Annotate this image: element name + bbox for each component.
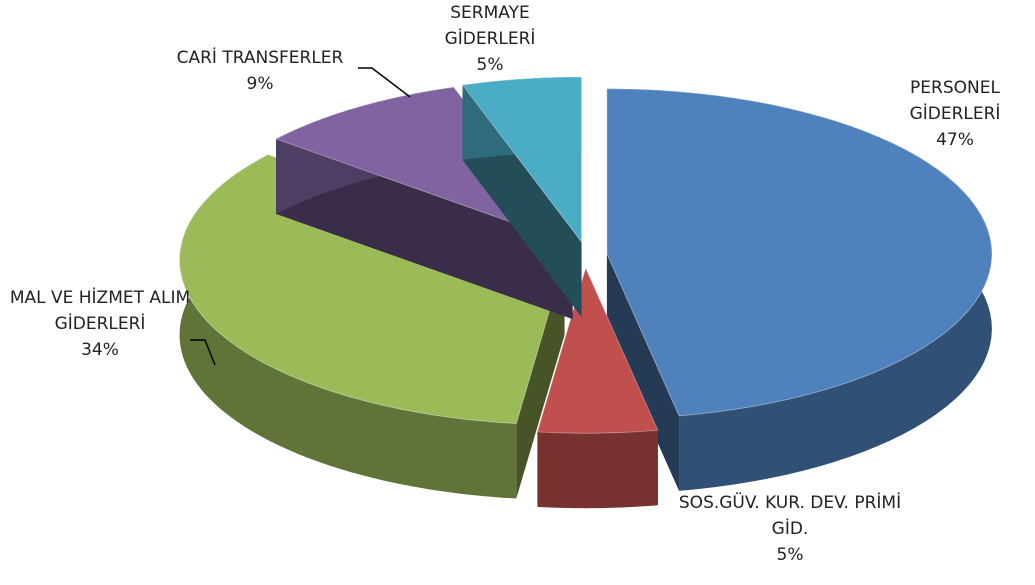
value-label: 5% bbox=[476, 55, 504, 75]
slice-label: SERMAYE GİDERLERİ 5% bbox=[410, 0, 570, 78]
slice-label: PERSONEL GİDERLERİ 47% bbox=[880, 75, 1030, 153]
slice-top bbox=[536, 266, 659, 434]
category-name: CARİ TRANSFERLER bbox=[176, 48, 344, 68]
slice-label: SOS.GÜV. KUR. DEV. PRİMİ GİD. 5% bbox=[660, 490, 920, 568]
leader-line bbox=[358, 67, 411, 98]
slice-wall bbox=[179, 154, 517, 499]
pie-slice bbox=[606, 88, 993, 491]
value-label: 5% bbox=[776, 545, 804, 565]
slice-top bbox=[461, 76, 583, 244]
category-name: PERSONEL GİDERLERİ bbox=[909, 78, 1001, 124]
value-label: 47% bbox=[936, 130, 974, 150]
category-name: SERMAYE GİDERLERİ bbox=[444, 3, 536, 49]
category-name: SOS.GÜV. KUR. DEV. PRİMİ GİD. bbox=[678, 493, 902, 539]
slice-label: CARİ TRANSFERLER 9% bbox=[130, 45, 390, 97]
slice-top bbox=[606, 88, 993, 417]
value-label: 9% bbox=[246, 74, 274, 94]
slice-wall bbox=[537, 430, 658, 509]
value-label: 34% bbox=[81, 340, 119, 360]
pie-slice bbox=[461, 76, 583, 317]
leader-line bbox=[190, 339, 216, 366]
category-name: MAL VE HİZMET ALIM GİDERLERİ bbox=[9, 288, 191, 334]
slice-label: MAL VE HİZMET ALIM GİDERLERİ 34% bbox=[0, 285, 200, 363]
pie-slice bbox=[536, 266, 659, 509]
slice-top bbox=[179, 154, 566, 425]
slice-side bbox=[606, 253, 680, 491]
